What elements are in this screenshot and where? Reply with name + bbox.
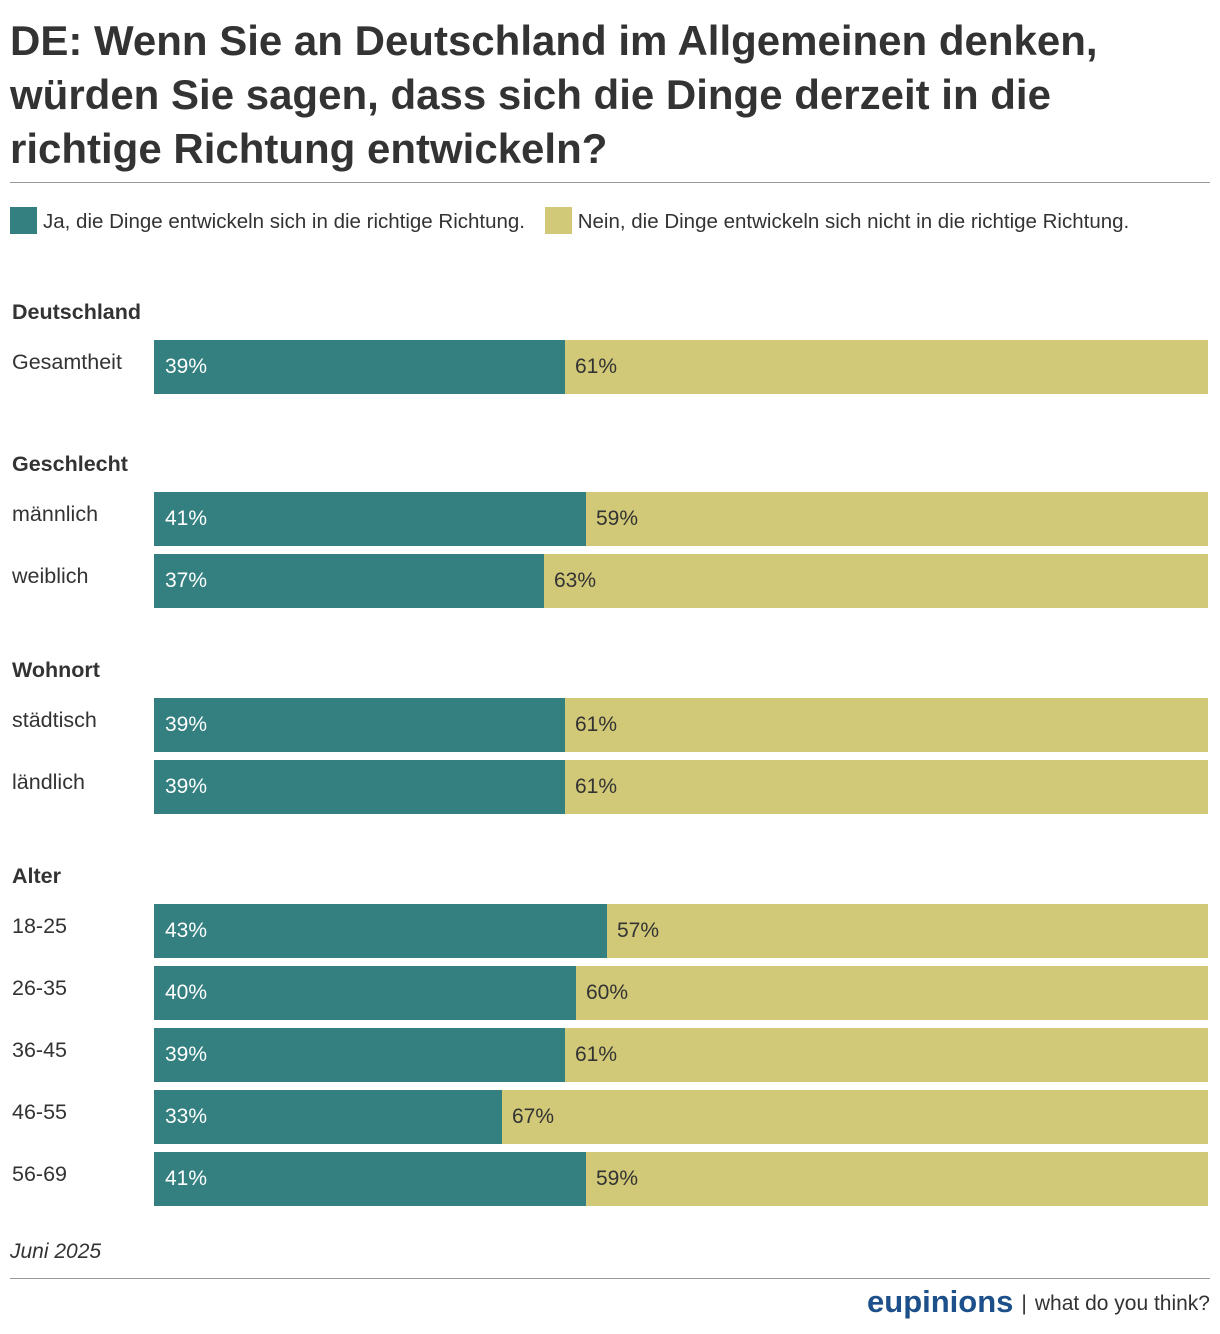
chart-title: DE: Wenn Sie an Deutschland im Allgemein… (10, 17, 1098, 172)
bar-ja (154, 554, 544, 608)
bar-nein (586, 492, 1208, 546)
data-label-ja: 39% (165, 355, 208, 378)
legend-item-ja: Ja, die Dinge entwickeln sich in die ric… (10, 207, 526, 234)
brand-tagline: what do you think? (1034, 1292, 1210, 1315)
data-label-nein: 61% (575, 1043, 618, 1066)
data-label-ja: 33% (165, 1105, 208, 1128)
row-label: 46-55 (12, 1100, 67, 1124)
bar-ja (154, 904, 607, 958)
bar-ja (154, 340, 565, 394)
legend-swatch-nein (544, 207, 572, 234)
legend-label-nein: Nein, die Dinge entwickeln sich nicht in… (577, 210, 1130, 233)
eupinions-logo: eupinions (867, 1284, 1014, 1319)
bar-nein (586, 1152, 1208, 1206)
row-label: ländlich (12, 770, 85, 794)
title-divider (10, 182, 1210, 183)
data-label-ja: 37% (165, 569, 208, 592)
bar-nein (576, 966, 1208, 1020)
footer-divider (10, 1278, 1210, 1279)
group-title: Geschlecht (12, 452, 128, 476)
survey-date: Juni 2025 (10, 1240, 102, 1263)
legend-label-ja: Ja, die Dinge entwickeln sich in die ric… (43, 210, 526, 233)
bar-nein (565, 1028, 1208, 1082)
bar-nein (565, 698, 1208, 752)
data-label-nein: 61% (575, 775, 618, 798)
row-label: 56-69 (12, 1162, 67, 1186)
brand-footer: eupinions | what do you think? (867, 1284, 1210, 1320)
data-label-ja: 41% (165, 507, 208, 530)
data-label-nein: 59% (596, 507, 639, 530)
data-label-nein: 60% (586, 981, 629, 1004)
data-label-nein: 67% (512, 1105, 555, 1128)
bar-nein (607, 904, 1208, 958)
data-label-ja: 39% (165, 1043, 208, 1066)
group-title: Deutschland (12, 300, 142, 324)
group-title: Alter (12, 864, 61, 888)
data-label-ja: 43% (165, 919, 208, 942)
bar-ja (154, 492, 586, 546)
bar-ja (154, 1152, 586, 1206)
data-label-nein: 61% (575, 355, 618, 378)
legend: Ja, die Dinge entwickeln sich in die ric… (10, 204, 1205, 240)
bar-ja (154, 760, 565, 814)
data-label-ja: 39% (165, 713, 208, 736)
data-label-nein: 59% (596, 1167, 639, 1190)
data-label-nein: 57% (617, 919, 660, 942)
row-label: 26-35 (12, 976, 67, 1000)
bar-nein (565, 340, 1208, 394)
data-label-nein: 63% (554, 569, 597, 592)
row-label: weiblich (12, 564, 89, 588)
data-label-nein: 61% (575, 713, 618, 736)
data-label-ja: 40% (165, 981, 208, 1004)
brand-separator: | (1021, 1292, 1027, 1315)
bar-nein (502, 1090, 1208, 1144)
data-label-ja: 39% (165, 775, 208, 798)
bar-ja (154, 1090, 502, 1144)
row-label: männlich (12, 502, 99, 526)
bar-ja (154, 966, 576, 1020)
bar-nein (544, 554, 1208, 608)
bar-ja (154, 1028, 565, 1082)
row-label: städtisch (12, 708, 97, 732)
bar-nein (565, 760, 1208, 814)
group-title: Wohnort (12, 658, 100, 682)
bar-ja (154, 698, 565, 752)
legend-item-nein: Nein, die Dinge entwickeln sich nicht in… (544, 207, 1130, 234)
data-label-ja: 41% (165, 1167, 208, 1190)
legend-swatch-ja (10, 207, 37, 234)
row-label: 36-45 (12, 1038, 67, 1062)
row-label: 18-25 (12, 914, 67, 938)
row-label: Gesamtheit (12, 350, 122, 374)
